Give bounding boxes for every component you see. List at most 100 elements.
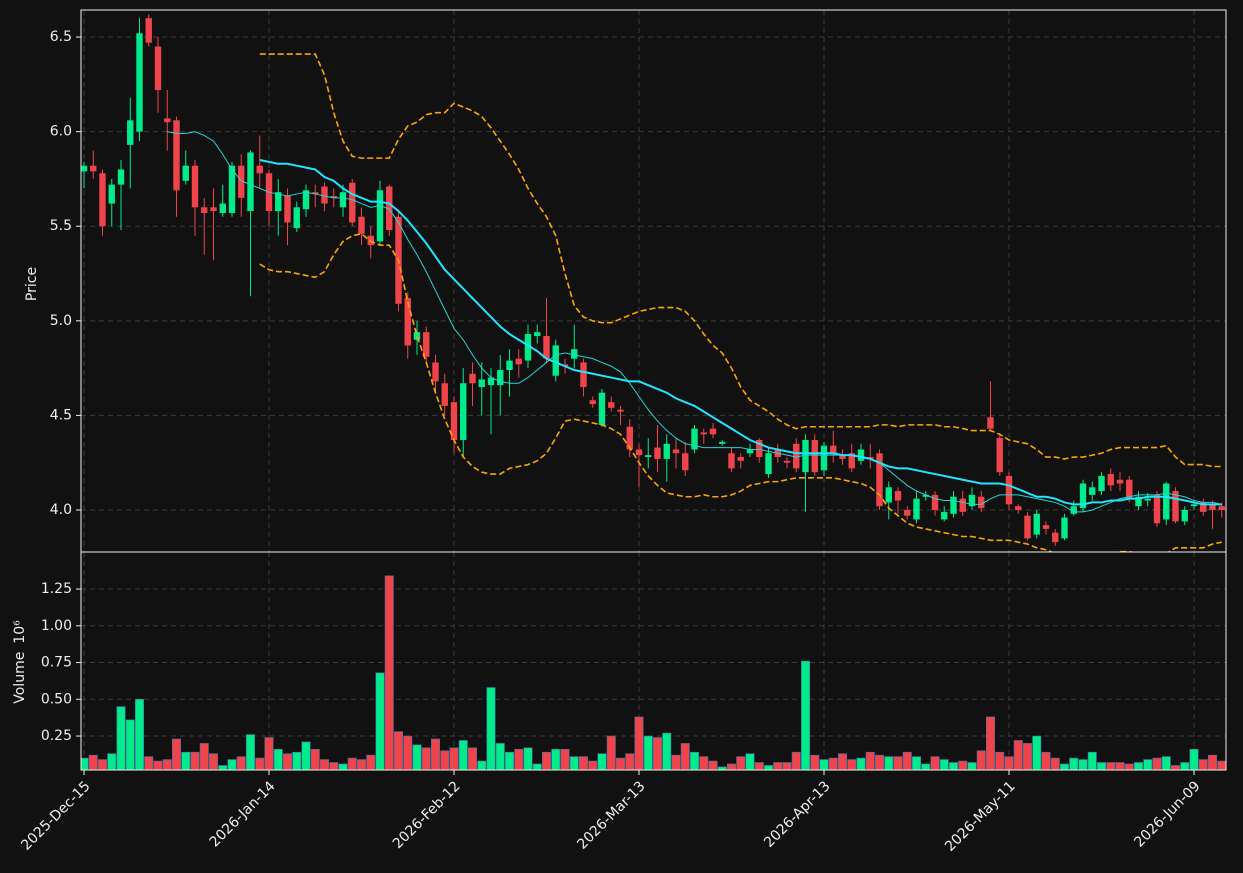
volume-bar <box>699 756 709 770</box>
volume-bar <box>597 753 607 770</box>
volume-bar <box>236 756 246 770</box>
candle-body <box>191 165 199 208</box>
candle-body <box>746 449 754 454</box>
candle-body <box>1190 504 1198 507</box>
candle-body <box>173 120 180 191</box>
volume-bar <box>643 735 653 770</box>
volume-bar <box>976 750 986 770</box>
candle-body <box>691 428 698 450</box>
volume-bar <box>153 760 163 770</box>
volume-bar <box>578 756 588 770</box>
volume-bar <box>884 756 894 770</box>
volume-bar <box>634 716 644 770</box>
volume-bar <box>606 735 616 770</box>
price-axis-label: Price <box>24 267 40 301</box>
candle-body <box>1107 474 1114 486</box>
volume-bar <box>477 760 487 770</box>
candle-body <box>978 496 985 509</box>
volume-bar <box>1097 762 1107 770</box>
candle-body <box>1089 487 1096 495</box>
candle-body <box>478 379 485 388</box>
candle-body <box>950 496 957 514</box>
volume-bar <box>763 765 773 770</box>
volume-bar <box>532 763 542 770</box>
candle-body <box>386 186 393 231</box>
candle-body <box>321 186 328 204</box>
candle-body <box>654 447 661 459</box>
candle-body <box>312 192 319 195</box>
candle-body <box>820 445 828 471</box>
volume-bar <box>717 766 727 770</box>
candle-body <box>99 173 106 227</box>
candle-body <box>709 428 717 435</box>
candle-body <box>228 165 236 213</box>
volume-bar <box>199 743 209 770</box>
candle-body <box>1015 506 1022 511</box>
candle-body <box>959 498 966 512</box>
candle-body <box>802 440 809 473</box>
candle-body <box>996 438 1003 473</box>
candle-body <box>164 118 171 123</box>
candle-body <box>330 195 337 198</box>
candle-body <box>219 203 226 213</box>
volume-bar <box>773 762 783 770</box>
volume-bar <box>930 756 940 770</box>
volume-bar <box>329 762 339 770</box>
volume-bar <box>745 753 755 770</box>
candle-body <box>941 511 948 520</box>
volume-bar <box>338 763 348 770</box>
candle-body <box>756 440 763 458</box>
candle-body <box>349 182 356 223</box>
candle-body <box>1163 483 1170 520</box>
volume-bar <box>504 751 514 770</box>
volume-bar <box>1013 740 1023 770</box>
candle-body <box>469 373 476 384</box>
candle-body <box>487 377 495 386</box>
volume-bar <box>449 747 459 770</box>
candle-body <box>127 120 134 145</box>
candle-body <box>580 362 587 388</box>
candle-body <box>1079 483 1087 509</box>
volume-bar <box>939 759 949 770</box>
volume-bar <box>412 744 422 770</box>
volume-bar <box>1032 735 1042 770</box>
volume-bar <box>1134 762 1144 770</box>
volume-bar <box>921 763 931 770</box>
candle-body <box>913 498 920 520</box>
volume-bar <box>1143 759 1153 770</box>
candle-body <box>1126 479 1133 499</box>
volume-bar <box>541 751 551 770</box>
candle-body <box>571 349 578 359</box>
candle-body <box>524 334 532 361</box>
candle-body <box>506 360 513 371</box>
candle-body <box>1042 525 1050 529</box>
candle-body <box>497 370 504 386</box>
candle-body <box>876 453 883 507</box>
candle-body <box>90 165 97 172</box>
volume-bar <box>902 751 912 770</box>
volume-bar <box>458 740 468 770</box>
volume-bar <box>467 747 477 770</box>
candle-body <box>811 440 818 473</box>
volume-bar <box>995 751 1005 770</box>
candle-body <box>1135 496 1142 507</box>
candle-body <box>108 184 115 204</box>
candle-body <box>450 402 458 441</box>
candle-body <box>617 409 624 412</box>
volume-bar <box>81 757 89 770</box>
candle-body <box>256 165 263 174</box>
candle-body <box>719 441 726 444</box>
y-tick-label: 0.50 <box>41 691 72 707</box>
candle-body <box>339 192 347 208</box>
candle-body <box>460 383 467 441</box>
candle-body <box>728 453 735 469</box>
volume-bar <box>569 756 579 770</box>
candle-body <box>81 165 88 172</box>
candle-body <box>238 165 245 198</box>
candle-body <box>1033 513 1040 535</box>
volume-bar <box>708 760 718 770</box>
candle-body <box>968 494 976 507</box>
candle-body <box>1070 506 1077 514</box>
candle-body <box>1061 517 1068 539</box>
